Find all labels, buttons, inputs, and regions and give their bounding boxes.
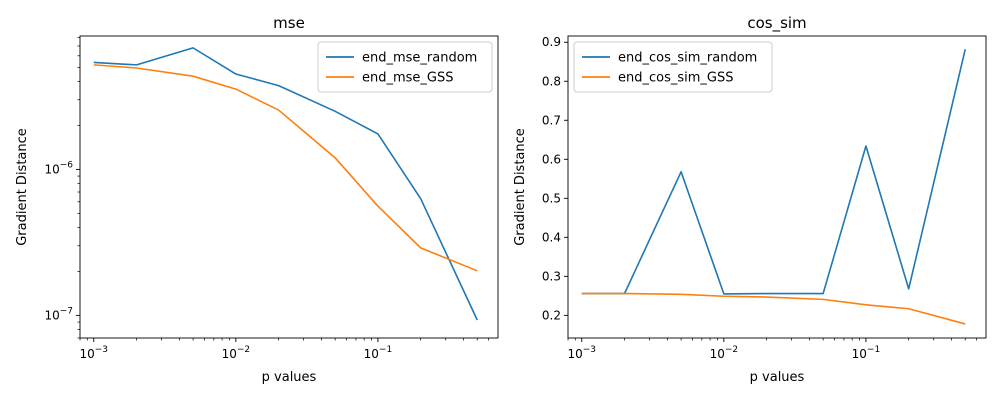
y-tick-label: 0.8 <box>542 74 561 88</box>
legend-frame <box>573 41 773 93</box>
y-tick-label: 10−6 <box>44 160 73 176</box>
y-axis-label: Gradient Distance <box>15 128 30 246</box>
x-axis-label: p values <box>262 370 317 385</box>
y-axis-label: Gradient Distance <box>513 128 528 246</box>
x-tick-label: 10−3 <box>567 345 596 361</box>
legend: end_mse_random end_mse_GSS <box>317 41 493 93</box>
x-tick-label: 10−2 <box>222 345 251 361</box>
legend-label: end_cos_sim_GSS <box>618 71 734 86</box>
x-axis-label: p values <box>750 370 805 385</box>
y-tick-label: 0.6 <box>542 152 561 166</box>
chart-panel-1: mse 10−3 10−2 10−1 10−7 10−6 p values Gradient … <box>15 14 499 385</box>
x-tick-label: 10−1 <box>364 345 393 361</box>
y-tick-label: 0.7 <box>542 113 561 127</box>
chart-panel-2: cos_sim 10−3 10−2 10−1 0.2 0.3 0.4 0.5 0.6 0.7 0.8… <box>513 14 987 385</box>
y-tick-label: 0.3 <box>542 269 561 283</box>
legend-label: end_cos_sim_random <box>618 51 757 66</box>
axes-frame <box>567 35 987 339</box>
series-line-end_mse_random <box>93 47 478 321</box>
axes-frame <box>79 35 499 339</box>
legend-label: end_mse_random <box>362 51 477 66</box>
series-line-end_cos_sim_GSS <box>581 292 966 325</box>
y-tick-label: 0.5 <box>542 191 561 205</box>
chart-title: mse <box>273 14 305 32</box>
legend: end_cos_sim_random end_cos_sim_GSS <box>573 41 773 93</box>
legend-label: end_mse_GSS <box>362 71 454 86</box>
y-tick-label: 0.2 <box>542 308 561 322</box>
series-line-end_cos_sim_random <box>581 49 967 295</box>
legend-frame <box>317 41 493 93</box>
x-tick-label: 10−3 <box>79 345 108 361</box>
y-tick-label: 0.4 <box>542 230 561 244</box>
x-tick-label: 10−2 <box>710 345 739 361</box>
series-line-end_mse_GSS <box>93 64 478 272</box>
x-tick-label: 10−1 <box>852 345 881 361</box>
y-tick-label: 10−7 <box>44 306 73 322</box>
y-tick-label: 0.9 <box>542 35 561 49</box>
chart-title: cos_sim <box>747 14 806 33</box>
